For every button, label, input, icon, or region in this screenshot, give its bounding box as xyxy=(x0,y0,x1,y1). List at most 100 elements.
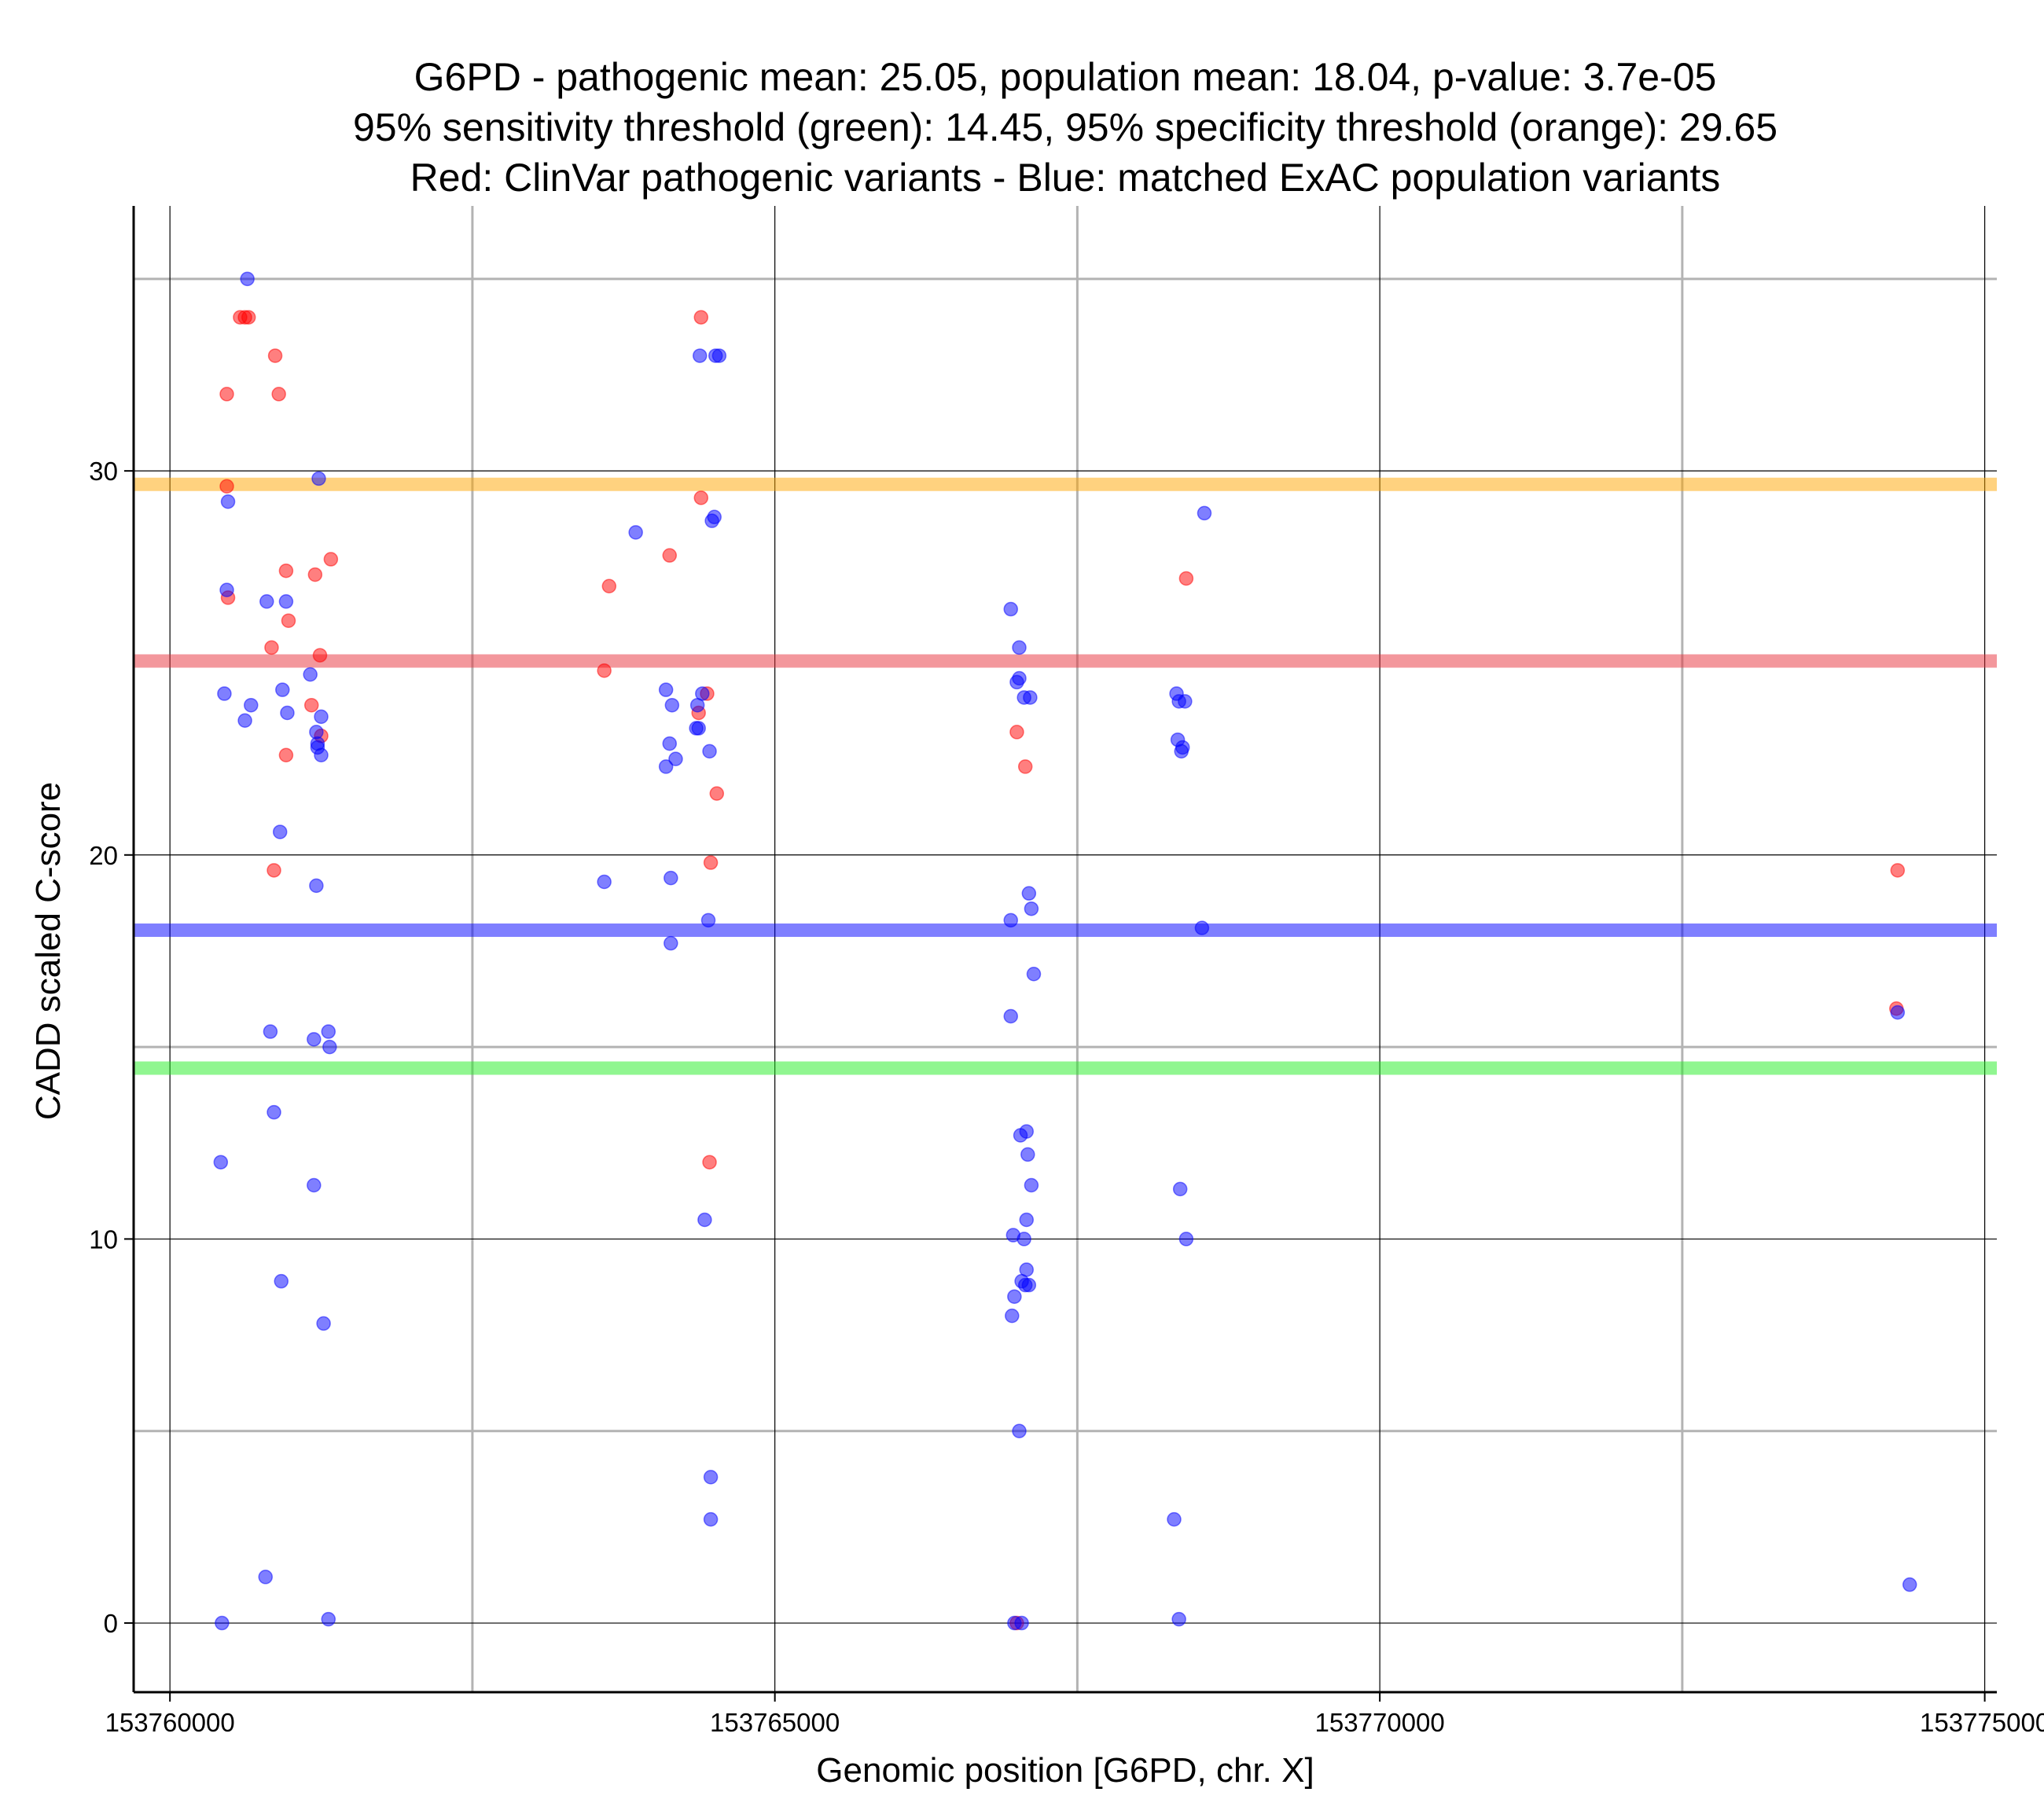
population-point-14 xyxy=(314,709,329,725)
pathogenic-point-32 xyxy=(1890,863,1906,878)
axes xyxy=(132,206,1997,1694)
pathogenic-point-28 xyxy=(1009,725,1024,740)
y-tick-label-1: 10 xyxy=(89,1225,118,1254)
population-point-68 xyxy=(1024,1177,1039,1193)
population-point-87 xyxy=(1197,505,1212,521)
population-point-52 xyxy=(703,1470,719,1485)
pathogenic-point-25 xyxy=(709,786,725,801)
pathogenic-point-2 xyxy=(241,310,256,325)
pathogenic-point-19 xyxy=(597,663,612,678)
population-point-20 xyxy=(307,1032,322,1047)
data-points xyxy=(213,271,1917,1631)
population-point-24 xyxy=(213,1155,229,1170)
title-line-2: 95% sensitivity threshold (green): 14.45… xyxy=(353,105,1777,149)
population-point-34 xyxy=(664,697,680,713)
population-point-37 xyxy=(658,759,674,774)
pathogenic-point-21 xyxy=(693,310,709,325)
population-point-76 xyxy=(1007,1289,1022,1304)
population-point-1 xyxy=(220,494,236,509)
pathogenic-point-14 xyxy=(267,863,281,878)
pathogenic-point-20 xyxy=(662,548,678,563)
population-point-31 xyxy=(628,525,643,540)
population-point-19 xyxy=(263,1024,278,1039)
population-point-59 xyxy=(1023,690,1038,705)
pathogenic-point-18 xyxy=(601,578,617,593)
title-line-1: G6PD - pathogenic mean: 25.05, populatio… xyxy=(414,55,1717,99)
population-point-46 xyxy=(689,697,705,713)
population-point-6 xyxy=(275,682,290,697)
population-point-33 xyxy=(658,682,674,697)
population-point-89 xyxy=(1172,1181,1188,1197)
pathogenic-point-16 xyxy=(303,697,319,713)
population-point-90 xyxy=(1178,1232,1194,1247)
population-point-71 xyxy=(1016,1232,1031,1247)
x-tick-label-3: 153775000 xyxy=(1920,1708,2044,1737)
population-point-62 xyxy=(1003,913,1018,928)
pathogenic-point-29 xyxy=(1017,759,1033,774)
population-point-8 xyxy=(244,697,259,713)
population-point-50 xyxy=(700,913,716,928)
population-point-10 xyxy=(303,666,318,682)
population-point-44 xyxy=(704,513,719,528)
population-point-17 xyxy=(272,824,288,839)
population-point-67 xyxy=(1020,1147,1035,1162)
pathogenic-point-3 xyxy=(267,348,283,363)
population-point-5 xyxy=(217,686,232,701)
population-point-36 xyxy=(668,751,683,766)
population-point-61 xyxy=(1024,901,1039,916)
x-tick-label-1: 153765000 xyxy=(710,1708,840,1737)
population-point-38 xyxy=(664,870,678,886)
population-point-57 xyxy=(1009,674,1024,690)
pathogenic-point-31 xyxy=(1178,571,1194,586)
pathogenic-point-9 xyxy=(323,552,339,567)
population-point-39 xyxy=(664,935,678,951)
population-point-51 xyxy=(697,1212,712,1228)
population-point-83 xyxy=(1178,694,1193,709)
x-tick-label-0: 153760000 xyxy=(105,1708,235,1737)
population-point-64 xyxy=(1003,1008,1018,1024)
population-point-35 xyxy=(662,736,678,751)
population-point-78 xyxy=(1012,1423,1027,1438)
population-point-86 xyxy=(1174,744,1189,759)
pathogenic-point-27 xyxy=(702,1155,717,1170)
population-point-49 xyxy=(702,744,717,759)
population-point-32 xyxy=(597,874,612,890)
y-axis-label: CADD scaled C-score xyxy=(29,782,68,1120)
population-point-63 xyxy=(1026,967,1042,982)
population-point-23 xyxy=(267,1104,281,1120)
series-population xyxy=(213,271,1917,1631)
population-point-16 xyxy=(311,471,326,487)
population-point-92 xyxy=(1171,1611,1186,1627)
ticks: 153760000 153765000 153770000 153775000 0 10 2… xyxy=(89,457,2044,1737)
title-line-3: Red: ClinVar pathogenic variants - Blue:… xyxy=(410,156,1721,200)
population-point-30 xyxy=(321,1611,336,1627)
population-point-88 xyxy=(1194,920,1210,935)
pathogenic-point-8 xyxy=(307,567,323,582)
population-point-21 xyxy=(321,1024,336,1039)
population-point-91 xyxy=(1167,1511,1182,1527)
pathogenic-point-7 xyxy=(278,563,294,578)
pathogenic-point-15 xyxy=(278,747,294,762)
population-point-55 xyxy=(1012,640,1027,655)
population-point-40 xyxy=(692,348,708,363)
population-point-4 xyxy=(278,594,294,609)
population-point-80 xyxy=(1014,1615,1029,1631)
y-tick-label-2: 20 xyxy=(89,841,118,870)
population-point-7 xyxy=(237,713,252,729)
population-point-25 xyxy=(307,1177,322,1193)
population-point-60 xyxy=(1021,886,1037,901)
population-point-69 xyxy=(1019,1212,1035,1228)
population-point-15 xyxy=(314,747,329,762)
pathogenic-point-13 xyxy=(312,648,328,663)
population-point-42 xyxy=(708,348,723,363)
population-point-26 xyxy=(274,1273,289,1289)
population-point-93 xyxy=(1890,1004,1906,1020)
population-point-53 xyxy=(703,1511,719,1527)
y-tick-label-3: 30 xyxy=(89,457,118,486)
pathogenic-point-6 xyxy=(219,479,234,494)
population-point-3 xyxy=(259,594,274,609)
chart-title: G6PD - pathogenic mean: 25.05, populatio… xyxy=(353,55,1777,200)
x-tick-label-2: 153770000 xyxy=(1315,1708,1445,1737)
